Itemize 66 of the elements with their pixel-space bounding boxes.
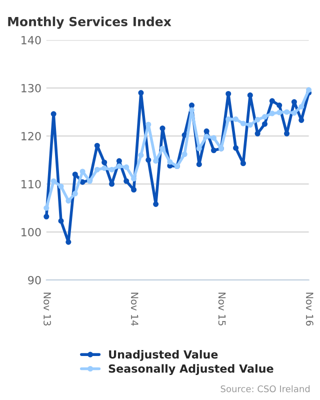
point (50, 111, 56, 117)
point (94, 166, 100, 172)
point (102, 165, 108, 171)
point (131, 186, 137, 193)
point (58, 218, 64, 224)
point (153, 201, 159, 207)
point (298, 104, 304, 110)
point (226, 90, 232, 97)
point (210, 135, 217, 141)
point (247, 122, 253, 128)
source-note: Source: CSO Ireland (220, 385, 310, 392)
point (108, 166, 115, 172)
point (66, 239, 72, 245)
point (72, 172, 78, 178)
x-tick-label: Nov 15 (218, 292, 226, 326)
y-tick-label: 140 (22, 36, 41, 44)
point (116, 163, 122, 170)
point (80, 179, 86, 185)
point (44, 214, 50, 220)
point (146, 122, 152, 128)
point (262, 114, 268, 120)
point (44, 205, 50, 211)
point (204, 128, 210, 134)
point (276, 110, 282, 116)
point (196, 162, 202, 168)
point (306, 87, 312, 93)
point (124, 164, 130, 170)
point (196, 146, 202, 152)
point (146, 157, 152, 163)
point (240, 120, 246, 126)
point (182, 151, 188, 158)
point (269, 98, 275, 104)
legend-label: Unadjusted Value (109, 350, 218, 361)
point (124, 178, 130, 184)
point (72, 190, 78, 196)
point (233, 145, 239, 151)
x-tick-label: Nov 14 (130, 292, 138, 326)
point (269, 110, 275, 116)
point (210, 148, 217, 154)
y-tick-label: 90 (28, 276, 41, 284)
x-tick-label: Nov 13 (44, 292, 51, 326)
point (240, 160, 246, 166)
legend-label: Seasonally Adjusted Value (108, 364, 274, 376)
y-tick-label: 110 (22, 180, 41, 188)
point (284, 109, 290, 115)
point (254, 116, 260, 122)
x-tick-label: Nov 16 (306, 292, 314, 326)
point (276, 102, 282, 108)
y-tick-label: 120 (22, 132, 41, 140)
point (204, 134, 210, 140)
chart-title: Monthly Services Index (8, 16, 172, 29)
point (291, 110, 297, 116)
point (102, 160, 108, 166)
y-tick-label: 130 (22, 84, 41, 92)
point (262, 121, 268, 127)
point (188, 107, 195, 113)
point (247, 92, 253, 98)
point (50, 178, 56, 184)
point (138, 152, 144, 158)
y-tick-label: 100 (22, 228, 41, 236)
point (233, 116, 239, 122)
point (94, 142, 100, 148)
point (167, 159, 173, 165)
point (66, 198, 72, 204)
point (226, 116, 232, 122)
point (58, 184, 64, 190)
